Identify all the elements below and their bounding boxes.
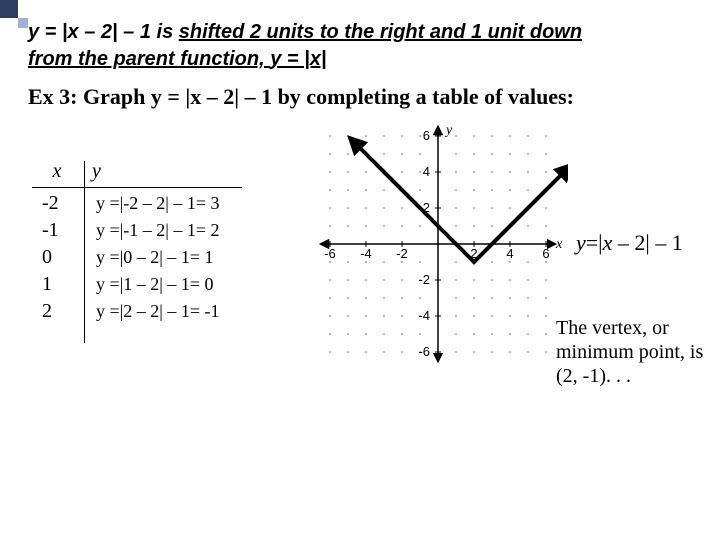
cell-x: 2 [32, 300, 82, 323]
cell-y: y =|0 – 2| – 1= 1 [82, 247, 214, 268]
cell-x: -2 [32, 192, 82, 215]
eq-x: x [603, 230, 613, 255]
svg-text:x: x [555, 237, 563, 252]
eq-y: y [576, 230, 586, 255]
title-text-c: from the parent function, [28, 48, 270, 70]
svg-text:-2: -2 [418, 272, 430, 287]
title-line-1: y = |x – 2| – 1 is shifted 2 units to th… [28, 20, 692, 45]
cell-y: y =|-2 – 2| – 1= 3 [82, 193, 220, 214]
svg-text:-6: -6 [418, 344, 430, 359]
cell-x: -1 [32, 219, 82, 242]
title-text-a: y = |x – 2| – 1 is [28, 21, 179, 43]
cell-x: 0 [32, 246, 82, 269]
equation-label: y=|x – 2| – 1 [576, 230, 683, 256]
cell-y: y =|2 – 2| – 1= -1 [82, 301, 220, 322]
svg-text:-4: -4 [360, 246, 372, 261]
table-row: 1 y =|1 – 2| – 1= 0 [32, 273, 242, 296]
header-x: x [32, 160, 82, 183]
deco-square-light [18, 18, 28, 28]
table-row: -1 y =|-1 – 2| – 1= 2 [32, 219, 242, 242]
values-table: x y -2 y =|-2 – 2| – 1= 3 -1 y =|-1 – 2|… [32, 160, 242, 327]
svg-text:-6: -6 [324, 246, 336, 261]
table-header-row: x y [32, 160, 242, 183]
svg-text:4: 4 [506, 246, 513, 261]
cell-y: y =|1 – 2| – 1= 0 [82, 274, 214, 295]
graph-svg: -6-6-4-4-2-2224466yx [308, 114, 568, 374]
table-row: -2 y =|-2 – 2| – 1= 3 [32, 192, 242, 215]
svg-text:4: 4 [423, 164, 430, 179]
eq-mid: =| [586, 230, 603, 255]
header-y: y [82, 160, 122, 183]
table-vline [84, 161, 85, 343]
title-line-2: from the parent function, y = |x| [28, 47, 692, 72]
cell-y: y =|-1 – 2| – 1= 2 [82, 220, 220, 241]
table-hline [32, 187, 242, 188]
title-eq: y = |x| [270, 48, 326, 70]
deco-square-dark [0, 0, 18, 18]
table-row: 2 y =|2 – 2| – 1= -1 [32, 300, 242, 323]
cell-x: 1 [32, 273, 82, 296]
graph-container: -6-6-4-4-2-2224466yx [308, 114, 568, 379]
svg-text:-4: -4 [418, 308, 430, 323]
title-text-b: shifted 2 units to the right and 1 unit … [179, 21, 582, 43]
svg-text:y: y [444, 123, 453, 138]
table-row: 0 y =|0 – 2| – 1= 1 [32, 246, 242, 269]
svg-text:6: 6 [423, 128, 430, 143]
svg-text:-2: -2 [396, 246, 408, 261]
vertex-note: The vertex, or minimum point, is (2, -1)… [556, 316, 720, 388]
svg-text:6: 6 [542, 246, 549, 261]
eq-post: – 2| – 1 [612, 230, 682, 255]
example-3-heading: Ex 3: Graph y = |x – 2| – 1 by completin… [28, 84, 692, 110]
